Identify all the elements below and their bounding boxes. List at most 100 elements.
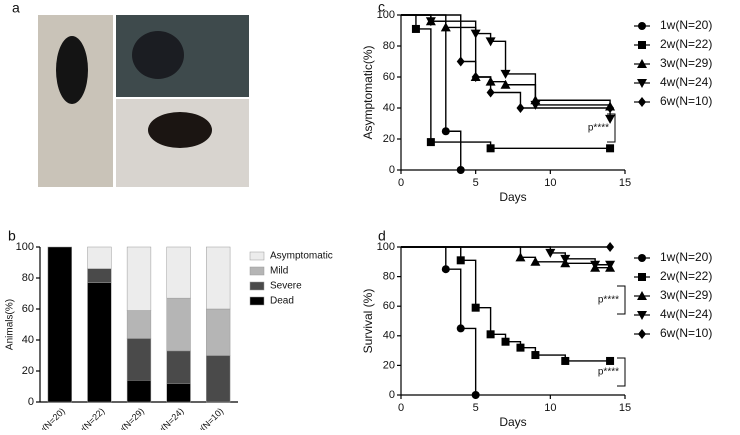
marker (441, 127, 450, 136)
y-tick-label: 100 (377, 9, 395, 21)
panel-label: c (378, 0, 385, 15)
marker (500, 69, 511, 79)
x-axis-label: Days (499, 415, 526, 429)
legend-label: 1w(N=20) (660, 250, 712, 264)
bar-segment (126, 380, 152, 403)
bar-segment (87, 268, 112, 283)
bar-segment (166, 297, 191, 352)
marker (606, 356, 615, 365)
legend-label: Mild (270, 266, 288, 277)
bar-segment (126, 338, 152, 381)
marker (606, 103, 615, 113)
legend-label: Asymptomatic (270, 251, 333, 262)
legend-marker (638, 254, 646, 262)
legend-swatch (249, 296, 265, 306)
bar-segment (126, 246, 152, 311)
marker (605, 114, 616, 124)
marker (471, 72, 480, 82)
legend-label: 3w(N=29) (660, 56, 712, 70)
x-tick-label: 4w(N=24) (151, 406, 186, 430)
marker (485, 37, 496, 47)
marker (441, 265, 450, 274)
marker (530, 256, 541, 266)
marker (516, 343, 525, 352)
x-tick-label: 15 (619, 177, 631, 189)
x-tick-label: 15 (619, 402, 631, 414)
y-tick-label: 80 (383, 40, 395, 52)
marker (501, 337, 510, 346)
p-value-annotation: p**** (588, 123, 609, 134)
legend-label: 2w(N=22) (660, 37, 712, 51)
x-tick-label: 2w(N=22) (72, 406, 107, 430)
marker (456, 256, 465, 265)
legend-label: 2w(N=22) (660, 269, 712, 283)
y-tick-label: 60 (383, 71, 395, 83)
bar-segment (87, 282, 112, 403)
bar-segment (166, 383, 191, 403)
bar-segment (126, 310, 152, 339)
y-tick-label: 60 (383, 300, 395, 312)
marker (456, 166, 465, 174)
marker (500, 79, 511, 89)
x-tick-label: 3w(N=29) (111, 406, 146, 430)
significance-bracket (607, 113, 616, 143)
y-tick-label: 100 (16, 241, 34, 253)
y-tick-label: 0 (389, 389, 395, 401)
marker (425, 17, 436, 27)
p-value-annotation: p**** (598, 367, 619, 378)
bar-segment (87, 246, 112, 269)
x-tick-label: 10 (544, 402, 556, 414)
marker (530, 100, 541, 110)
x-tick-label: 0 (398, 402, 404, 414)
x-tick-label: 5 (473, 402, 479, 414)
x-tick-label: 1w(N=20) (32, 406, 67, 430)
marker (590, 260, 601, 270)
legend-swatch (249, 281, 265, 291)
legend-marker (638, 41, 646, 49)
legend-marker (637, 79, 647, 88)
marker (606, 144, 615, 153)
panel-label: b (8, 228, 16, 244)
significance-bracket (617, 357, 626, 387)
legend-marker (638, 273, 646, 281)
bar-segment (206, 308, 231, 356)
legend-label: 4w(N=24) (660, 75, 712, 89)
bar-segment (206, 246, 231, 310)
marker (486, 144, 495, 153)
marker (515, 252, 526, 262)
panel-label: d (378, 228, 386, 244)
legend-label: 3w(N=29) (660, 288, 712, 302)
y-tick-label: 60 (22, 303, 34, 315)
survival-curve (401, 246, 477, 395)
marker (561, 356, 570, 365)
significance-bracket (617, 285, 626, 315)
legend-label: 6w(N=10) (660, 326, 712, 340)
y-tick-label: 40 (22, 334, 34, 346)
x-tick-label: 5 (473, 177, 479, 189)
y-tick-label: 80 (22, 272, 34, 284)
legend-marker (638, 22, 646, 30)
panel-label: a (12, 0, 20, 16)
marker (456, 324, 465, 333)
y-axis-label: Survival (%) (361, 289, 375, 354)
marker (606, 242, 615, 252)
bar-segment (47, 246, 72, 403)
bar-segment (166, 246, 191, 299)
x-tick-label: 6w(N=10) (190, 406, 225, 430)
x-axis-label: Days (499, 190, 526, 204)
marker (456, 56, 465, 67)
photo-mouse (148, 112, 212, 148)
legend-label: 1w(N=20) (660, 18, 712, 32)
y-tick-label: 0 (389, 164, 395, 176)
legend-label: 6w(N=10) (660, 94, 712, 108)
marker (471, 391, 480, 399)
legend-label: 4w(N=24) (660, 307, 712, 321)
marker (516, 103, 525, 113)
y-tick-label: 40 (383, 102, 395, 114)
bar-segment (206, 355, 231, 403)
y-tick-label: 20 (383, 133, 395, 145)
legend-swatch (249, 251, 265, 261)
marker (440, 22, 451, 32)
y-axis-label: Animals(%) (5, 299, 16, 350)
